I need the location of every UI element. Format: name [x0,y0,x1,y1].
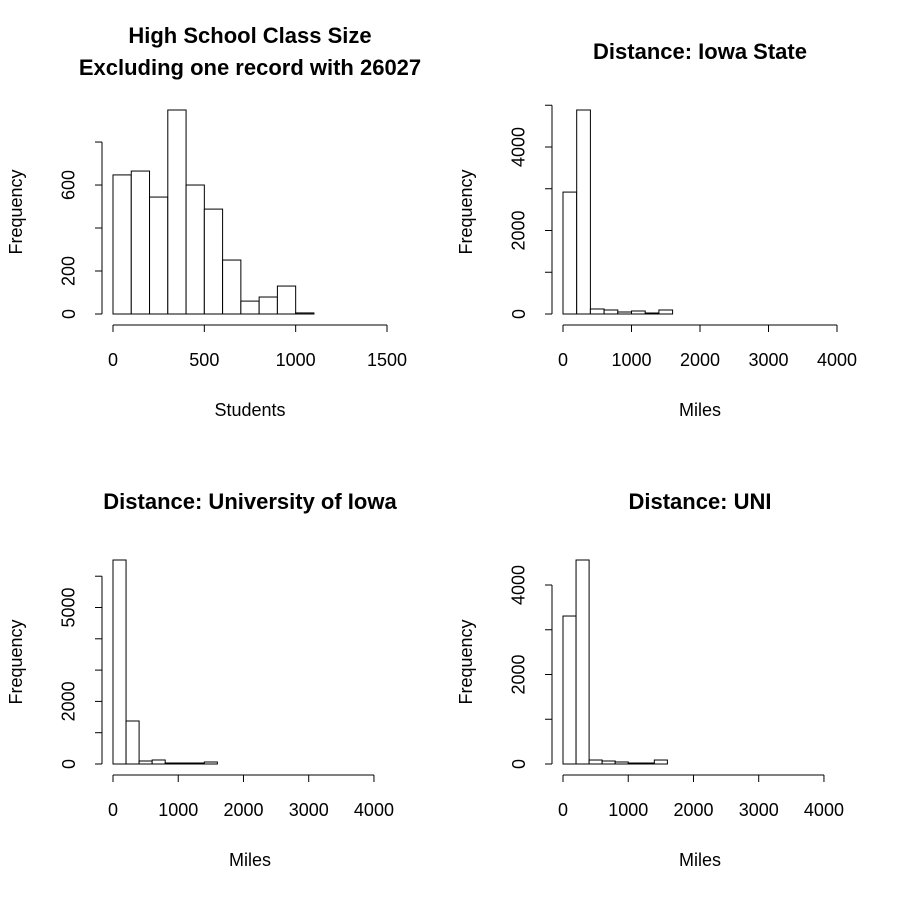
x-tick-label: 1000 [611,350,651,370]
bar [177,762,192,765]
y-tick-label: 2000 [59,681,79,721]
bar [658,309,674,315]
bar [138,760,153,765]
bar [631,310,646,315]
y-tick-label: 0 [59,759,79,769]
x-tick-label: 1500 [367,350,407,370]
x-axis-label: Miles [679,850,721,870]
bar [190,762,205,765]
bar [653,759,668,765]
bar [617,311,633,315]
x-tick-label: 4000 [354,800,394,820]
x-tick-label: 3000 [748,350,788,370]
bar [151,759,166,765]
y-tick-label: 0 [59,309,79,319]
y-tick-label: 4000 [509,565,529,605]
x-tick-label: 1000 [158,800,198,820]
y-axis-label: Frequency [6,169,26,254]
panel: High School Class Size Excluding one reco… [6,23,421,420]
y-axis-label: Frequency [6,619,26,704]
x-tick-label: 0 [108,350,118,370]
bar [222,259,242,315]
y-tick-label: 5000 [59,587,79,627]
y-tick-label: 4000 [509,127,529,167]
y-tick-label: 600 [59,170,79,200]
y-tick-label: 2000 [509,210,529,250]
x-tick-label: 3000 [289,800,329,820]
x-tick-label: 0 [108,800,118,820]
panel: Distance: UNI Miles Frequency 0 1000 2000 3000… [456,489,844,870]
bar [167,109,187,315]
bar [276,285,297,315]
chart-title: Excluding one record with 26027 [79,55,421,80]
x-tick-label: 0 [558,800,568,820]
bar [644,312,660,315]
bar [576,109,591,315]
y-tick-label: 0 [509,759,529,769]
bar [185,184,205,315]
bar [601,760,616,765]
bar [203,761,218,765]
x-tick-label: 0 [558,350,568,370]
bar [112,174,132,315]
bar [149,196,169,315]
x-axis-label: Students [214,400,285,420]
bar [575,559,590,765]
x-tick-label: 4000 [817,350,857,370]
bar [125,720,140,765]
x-tick-label: 1000 [276,350,316,370]
x-axis-label: Miles [229,850,271,870]
bar [240,300,260,315]
bar [603,309,619,315]
bar [614,761,629,765]
y-tick-label: 200 [59,256,79,286]
y-tick-label: 2000 [509,654,529,694]
panel: Distance: University of Iowa Miles Frequen… [6,489,398,870]
x-tick-label: 500 [189,350,219,370]
bar [562,191,578,315]
bar [589,308,605,315]
bar [164,762,179,765]
bar [295,312,315,315]
chart-title: Distance: UNI [628,489,771,514]
x-tick-label: 3000 [739,800,779,820]
y-tick-label: 0 [509,309,529,319]
bar [203,208,224,315]
bar [130,170,151,315]
chart-title: Distance: Iowa State [593,39,807,64]
bar [588,759,603,765]
y-axis-label: Frequency [456,169,476,254]
bar [627,762,642,765]
x-tick-label: 2000 [223,800,263,820]
chart-title: High School Class Size [128,23,371,48]
x-tick-label: 2000 [680,350,720,370]
chart-title: Distance: University of Iowa [103,489,397,514]
panel: Distance: Iowa State Miles Frequency 0 1000 2… [456,39,857,420]
x-tick-label: 4000 [804,800,844,820]
x-tick-label: 2000 [673,800,713,820]
bar [112,559,127,765]
x-tick-label: 1000 [608,800,648,820]
bar [562,615,577,765]
x-axis-label: Miles [679,400,721,420]
y-axis-label: Frequency [456,619,476,704]
bar [258,296,278,315]
bar [640,762,655,765]
